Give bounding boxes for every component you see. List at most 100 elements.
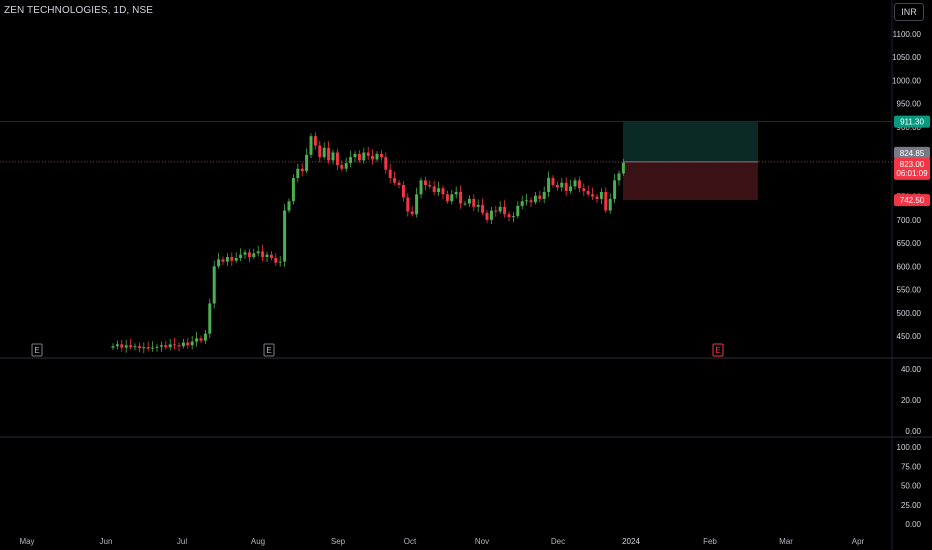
candle-body[interactable] — [291, 178, 295, 202]
candle-body[interactable] — [577, 180, 581, 189]
candle-body[interactable] — [120, 344, 124, 348]
candle-body[interactable] — [252, 253, 256, 258]
candle-body[interactable] — [467, 198, 471, 204]
candle-body[interactable] — [164, 345, 168, 348]
candle-body[interactable] — [410, 211, 414, 215]
candle-body[interactable] — [498, 206, 502, 212]
candle-body[interactable] — [212, 266, 216, 304]
candle-body[interactable] — [419, 180, 423, 195]
candle-body[interactable] — [397, 182, 401, 185]
candle-body[interactable] — [507, 214, 511, 218]
candle-body[interactable] — [331, 152, 335, 161]
candle-body[interactable] — [406, 197, 410, 212]
earnings-marker[interactable]: E — [31, 343, 43, 357]
candle-body[interactable] — [511, 216, 515, 218]
candle-body[interactable] — [445, 194, 449, 202]
candle-body[interactable] — [133, 346, 137, 348]
candle-body[interactable] — [225, 257, 229, 262]
candle-body[interactable] — [247, 252, 251, 258]
candle-body[interactable] — [274, 257, 278, 263]
currency-button[interactable]: INR — [894, 3, 924, 21]
candle-body[interactable] — [327, 147, 331, 161]
candle-body[interactable] — [234, 257, 238, 261]
candle-body[interactable] — [256, 251, 260, 254]
candle-body[interactable] — [379, 153, 383, 158]
candle-body[interactable] — [393, 178, 397, 183]
candle-body[interactable] — [586, 191, 590, 195]
candle-body[interactable] — [173, 344, 177, 346]
candle-body[interactable] — [560, 182, 564, 188]
candle-body[interactable] — [221, 259, 225, 262]
candle-body[interactable] — [111, 346, 115, 348]
candle-body[interactable] — [313, 136, 317, 146]
candle-body[interactable] — [595, 196, 599, 199]
candle-body[interactable] — [613, 180, 617, 199]
candle-body[interactable] — [555, 185, 559, 188]
candle-body[interactable] — [375, 153, 379, 160]
candle-body[interactable] — [573, 180, 577, 187]
candle-body[interactable] — [441, 188, 445, 195]
candle-body[interactable] — [155, 346, 159, 348]
candle-body[interactable] — [186, 342, 190, 346]
candle-body[interactable] — [582, 188, 586, 192]
candle-body[interactable] — [168, 344, 172, 348]
candle-body[interactable] — [542, 191, 546, 199]
candle-body[interactable] — [551, 178, 555, 185]
candle-body[interactable] — [599, 191, 603, 199]
candle-body[interactable] — [151, 347, 155, 349]
candle-body[interactable] — [617, 173, 621, 181]
candle-body[interactable] — [428, 185, 432, 187]
candle-body[interactable] — [516, 205, 520, 217]
candle-body[interactable] — [129, 345, 133, 348]
candle-body[interactable] — [137, 346, 141, 349]
candle-body[interactable] — [525, 200, 529, 202]
candle-body[interactable] — [547, 178, 551, 192]
candle-body[interactable] — [489, 210, 493, 220]
candle-body[interactable] — [432, 186, 436, 192]
candle-body[interactable] — [533, 195, 537, 203]
candle-body[interactable] — [199, 338, 203, 341]
candle-body[interactable] — [243, 252, 247, 255]
candle-body[interactable] — [608, 198, 612, 211]
candle-body[interactable] — [181, 342, 185, 347]
loss-zone[interactable] — [623, 161, 758, 201]
candle-body[interactable] — [520, 201, 524, 206]
candle-body[interactable] — [494, 210, 498, 212]
candle-body[interactable] — [265, 254, 269, 258]
candle-body[interactable] — [287, 201, 291, 211]
candle-body[interactable] — [177, 345, 181, 347]
candle-body[interactable] — [401, 185, 405, 198]
candle-body[interactable] — [349, 157, 353, 164]
candle-body[interactable] — [261, 251, 265, 258]
candle-body[interactable] — [124, 345, 128, 348]
candle-body[interactable] — [476, 204, 480, 207]
candle-body[interactable] — [190, 341, 194, 346]
candle-body[interactable] — [208, 303, 212, 334]
candle-body[interactable] — [353, 153, 357, 158]
candle-body[interactable] — [459, 191, 463, 204]
candle-body[interactable] — [529, 200, 533, 203]
candle-body[interactable] — [485, 212, 489, 220]
candle-body[interactable] — [300, 168, 304, 172]
candle-body[interactable] — [115, 344, 119, 347]
candle-body[interactable] — [415, 194, 419, 215]
candle-body[interactable] — [195, 338, 199, 342]
earnings-marker-box[interactable] — [263, 343, 275, 357]
candle-body[interactable] — [538, 195, 542, 199]
candle-body[interactable] — [454, 191, 458, 195]
candle-body[interactable] — [481, 204, 485, 213]
candle-body[interactable] — [564, 182, 568, 192]
candle-body[interactable] — [472, 198, 476, 207]
candle-body[interactable] — [146, 347, 150, 349]
candle-body[interactable] — [322, 147, 326, 158]
candle-body[interactable] — [604, 191, 608, 211]
candle-body[interactable] — [278, 261, 282, 263]
candle-body[interactable] — [239, 254, 243, 258]
candle-body[interactable] — [503, 206, 507, 215]
earnings-marker-box[interactable] — [31, 343, 43, 357]
profit-zone[interactable] — [623, 121, 758, 162]
candle-body[interactable] — [591, 194, 595, 197]
candle-body[interactable] — [569, 186, 573, 192]
candle-body[interactable] — [217, 259, 221, 267]
